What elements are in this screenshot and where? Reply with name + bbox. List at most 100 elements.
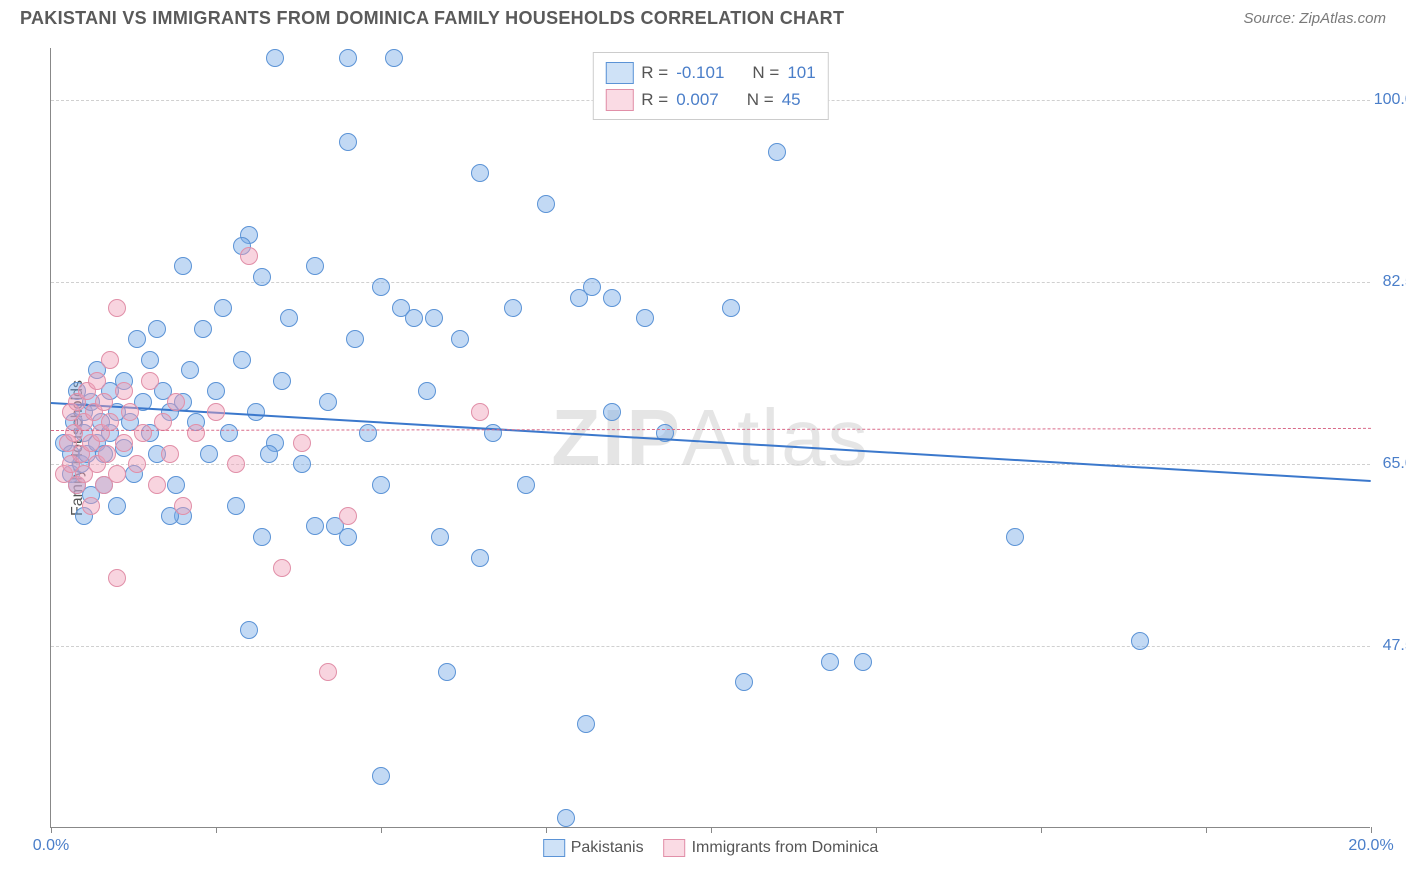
scatter-point (471, 403, 489, 421)
scatter-point (128, 330, 146, 348)
legend-stats-row: R = -0.101 N = 101 (605, 59, 815, 86)
legend-swatch (664, 839, 686, 857)
legend-swatch (543, 839, 565, 857)
scatter-point (101, 351, 119, 369)
scatter-point (266, 49, 284, 67)
x-tick-label: 0.0% (33, 837, 69, 855)
scatter-point (319, 393, 337, 411)
scatter-point (115, 434, 133, 452)
scatter-point (359, 424, 377, 442)
scatter-point (214, 299, 232, 317)
scatter-point (339, 49, 357, 67)
scatter-point (636, 309, 654, 327)
scatter-point (346, 330, 364, 348)
scatter-point (577, 715, 595, 733)
scatter-point (339, 528, 357, 546)
x-tick (876, 827, 877, 833)
scatter-point (200, 445, 218, 463)
scatter-point (82, 497, 100, 515)
trend-line (51, 428, 1371, 431)
gridline-h (51, 646, 1370, 647)
scatter-point (187, 424, 205, 442)
y-tick-label: 82.5% (1383, 273, 1406, 291)
scatter-point (821, 653, 839, 671)
gridline-h (51, 464, 1370, 465)
scatter-point (293, 455, 311, 473)
x-tick (1371, 827, 1372, 833)
legend-r-label: R = (641, 59, 668, 86)
scatter-point (253, 268, 271, 286)
scatter-point (154, 413, 172, 431)
x-tick (51, 827, 52, 833)
scatter-point (207, 382, 225, 400)
scatter-point (372, 767, 390, 785)
scatter-point (227, 455, 245, 473)
scatter-point (108, 465, 126, 483)
scatter-point (95, 393, 113, 411)
scatter-point (471, 164, 489, 182)
scatter-point (220, 424, 238, 442)
watermark: ZIPAtlas (551, 392, 869, 484)
scatter-point (167, 476, 185, 494)
scatter-point (603, 289, 621, 307)
scatter-point (88, 372, 106, 390)
legend-n-label: N = (752, 59, 779, 86)
legend-stats: R =-0.101N =101R =0.007N =45 (592, 52, 828, 120)
scatter-point (148, 476, 166, 494)
scatter-point (583, 278, 601, 296)
scatter-point (768, 143, 786, 161)
legend-r-label: R = (641, 86, 668, 113)
scatter-point (603, 403, 621, 421)
scatter-point (273, 559, 291, 577)
trend-line (51, 402, 1371, 482)
scatter-point (121, 403, 139, 421)
scatter-point (148, 320, 166, 338)
x-tick (1041, 827, 1042, 833)
legend-series-label: Pakistanis (571, 839, 644, 857)
scatter-point (194, 320, 212, 338)
scatter-point (418, 382, 436, 400)
scatter-point (306, 257, 324, 275)
scatter-point (108, 299, 126, 317)
scatter-point (207, 403, 225, 421)
y-tick-label: 47.5% (1383, 637, 1406, 655)
legend-series: PakistanisImmigrants from Dominica (543, 839, 879, 857)
x-tick (546, 827, 547, 833)
scatter-point (108, 569, 126, 587)
y-tick-label: 65.0% (1383, 455, 1406, 473)
scatter-point (385, 49, 403, 67)
scatter-point (405, 309, 423, 327)
scatter-point (504, 299, 522, 317)
plot-container: Family Households ZIPAtlas R =-0.101N =1… (50, 48, 1390, 848)
source-attribution: Source: ZipAtlas.com (1243, 10, 1386, 27)
scatter-point (161, 445, 179, 463)
legend-n-value: 101 (787, 59, 815, 86)
legend-r-value: -0.101 (676, 59, 724, 86)
scatter-point (735, 673, 753, 691)
scatter-point (372, 278, 390, 296)
scatter-point (339, 507, 357, 525)
legend-n-label: N = (747, 86, 774, 113)
x-tick-label: 20.0% (1348, 837, 1393, 855)
gridline-h (51, 282, 1370, 283)
legend-r-value: 0.007 (676, 86, 719, 113)
scatter-point (372, 476, 390, 494)
scatter-point (1006, 528, 1024, 546)
scatter-point (240, 621, 258, 639)
scatter-point (339, 133, 357, 151)
legend-stats-row: R =0.007N =45 (605, 86, 815, 113)
scatter-point (181, 361, 199, 379)
scatter-point (280, 309, 298, 327)
scatter-point (517, 476, 535, 494)
scatter-point (141, 372, 159, 390)
scatter-point (134, 424, 152, 442)
scatter-point (108, 497, 126, 515)
chart-title: PAKISTANI VS IMMIGRANTS FROM DOMINICA FA… (20, 8, 844, 29)
scatter-point (557, 809, 575, 827)
legend-swatch (605, 62, 633, 84)
scatter-point (174, 257, 192, 275)
scatter-point (319, 663, 337, 681)
scatter-point (128, 455, 146, 473)
scatter-point (240, 247, 258, 265)
scatter-point (431, 528, 449, 546)
